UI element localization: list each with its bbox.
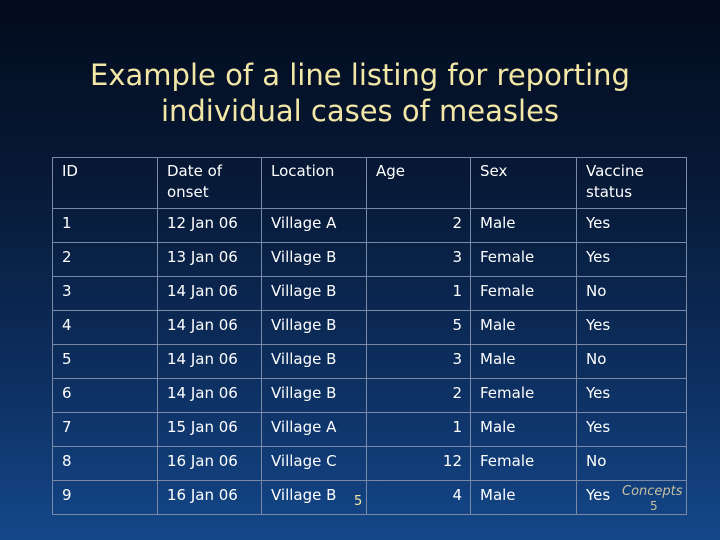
cell-location: Village B xyxy=(261,242,367,277)
header-date-of-onset: Date of onset xyxy=(157,157,262,209)
cell-date: 16 Jan 06 xyxy=(157,446,262,481)
footer-concepts-label: Concepts xyxy=(622,484,683,499)
cell-sex: Female xyxy=(470,446,577,481)
table-row: 7 15 Jan 06 Village A 1 Male Yes xyxy=(52,412,687,447)
cell-date: 14 Jan 06 xyxy=(157,276,262,311)
cell-vaccine: Yes xyxy=(576,242,687,277)
cell-sex: Male xyxy=(470,480,577,515)
cell-id: 4 xyxy=(52,310,158,345)
table-header-row: ID Date of onset Location Age Sex Vaccin… xyxy=(52,157,687,209)
cell-id: 1 xyxy=(52,208,158,243)
cell-age: 3 xyxy=(366,344,471,379)
slide-number: 5 xyxy=(354,494,363,509)
cell-age: 1 xyxy=(366,276,471,311)
header-date-line-1: Date of xyxy=(167,162,223,180)
cell-id: 3 xyxy=(52,276,158,311)
cell-id: 9 xyxy=(52,480,158,515)
footer-concepts-number: 5 xyxy=(650,499,658,513)
header-vaccine-line-1: Vaccine xyxy=(586,162,644,180)
cell-vaccine: No xyxy=(576,276,687,311)
cell-date: 14 Jan 06 xyxy=(157,344,262,379)
cell-sex: Female xyxy=(470,276,577,311)
cell-vaccine: Yes xyxy=(576,310,687,345)
table-row: 2 13 Jan 06 Village B 3 Female Yes xyxy=(52,242,687,277)
table-row: 3 14 Jan 06 Village B 1 Female No xyxy=(52,276,687,311)
cell-sex: Male xyxy=(470,208,577,243)
cell-sex: Female xyxy=(470,378,577,413)
cell-location: Village A xyxy=(261,412,367,447)
cell-date: 14 Jan 06 xyxy=(157,378,262,413)
cell-location: Village C xyxy=(261,446,367,481)
cell-vaccine: No xyxy=(576,446,687,481)
cell-date: 15 Jan 06 xyxy=(157,412,262,447)
cell-date: 12 Jan 06 xyxy=(157,208,262,243)
header-sex: Sex xyxy=(470,157,577,209)
cell-location: Village B xyxy=(261,310,367,345)
table-row: 5 14 Jan 06 Village B 3 Male No xyxy=(52,344,687,379)
table-row: 6 14 Jan 06 Village B 2 Female Yes xyxy=(52,378,687,413)
cell-id: 6 xyxy=(52,378,158,413)
cell-age: 1 xyxy=(366,412,471,447)
slide-title: Example of a line listing for reporting … xyxy=(40,57,680,129)
cell-location: Village B xyxy=(261,344,367,379)
cell-id: 7 xyxy=(52,412,158,447)
slide-title-line-2: individual cases of measles xyxy=(160,94,560,128)
header-date-line-2: onset xyxy=(167,183,209,201)
cell-id: 2 xyxy=(52,242,158,277)
cell-age: 5 xyxy=(366,310,471,345)
cell-location: Village B xyxy=(261,378,367,413)
cell-location: Village B xyxy=(261,276,367,311)
table-row: 9 16 Jan 06 Village B 4 Male Yes xyxy=(52,480,687,515)
cell-age: 12 xyxy=(366,446,471,481)
cell-location: Village A xyxy=(261,208,367,243)
cell-sex: Male xyxy=(470,310,577,345)
header-location: Location xyxy=(261,157,367,209)
cell-sex: Female xyxy=(470,242,577,277)
table-row: 8 16 Jan 06 Village C 12 Female No xyxy=(52,446,687,481)
cell-id: 8 xyxy=(52,446,158,481)
cell-vaccine: Yes xyxy=(576,480,687,515)
cell-vaccine: Yes xyxy=(576,208,687,243)
table-row: 1 12 Jan 06 Village A 2 Male Yes xyxy=(52,208,687,243)
measles-line-listing-table: ID Date of onset Location Age Sex Vaccin… xyxy=(52,157,687,515)
header-vaccine-status: Vaccine status xyxy=(576,157,687,209)
cell-location: Village B xyxy=(261,480,367,515)
cell-id: 5 xyxy=(52,344,158,379)
cell-date: 13 Jan 06 xyxy=(157,242,262,277)
cell-vaccine: No xyxy=(576,344,687,379)
cell-age: 2 xyxy=(366,378,471,413)
table-row: 4 14 Jan 06 Village B 5 Male Yes xyxy=(52,310,687,345)
cell-age: 2 xyxy=(366,208,471,243)
slide-title-line-1: Example of a line listing for reporting xyxy=(90,58,630,92)
cell-date: 16 Jan 06 xyxy=(157,480,262,515)
cell-sex: Male xyxy=(470,412,577,447)
header-vaccine-line-2: status xyxy=(586,183,633,201)
header-id: ID xyxy=(52,157,158,209)
cell-vaccine: Yes xyxy=(576,378,687,413)
cell-vaccine: Yes xyxy=(576,412,687,447)
cell-age: 4 xyxy=(366,480,471,515)
header-age: Age xyxy=(366,157,471,209)
cell-age: 3 xyxy=(366,242,471,277)
cell-sex: Male xyxy=(470,344,577,379)
cell-date: 14 Jan 06 xyxy=(157,310,262,345)
